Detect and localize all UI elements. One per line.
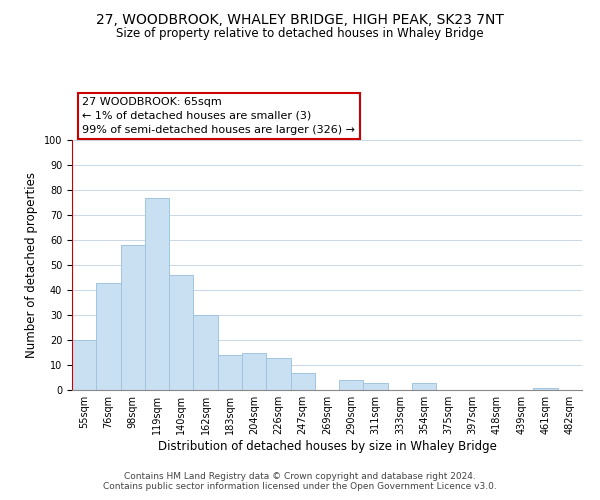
X-axis label: Distribution of detached houses by size in Whaley Bridge: Distribution of detached houses by size … bbox=[158, 440, 496, 453]
Text: Size of property relative to detached houses in Whaley Bridge: Size of property relative to detached ho… bbox=[116, 28, 484, 40]
Bar bbox=[339, 380, 364, 390]
Bar bbox=[412, 382, 436, 390]
Bar bbox=[193, 315, 218, 390]
Bar bbox=[290, 372, 315, 390]
Bar bbox=[96, 282, 121, 390]
Bar bbox=[364, 382, 388, 390]
Text: 27 WOODBROOK: 65sqm
← 1% of detached houses are smaller (3)
99% of semi-detached: 27 WOODBROOK: 65sqm ← 1% of detached hou… bbox=[82, 97, 355, 135]
Bar bbox=[266, 358, 290, 390]
Y-axis label: Number of detached properties: Number of detached properties bbox=[25, 172, 38, 358]
Bar bbox=[72, 340, 96, 390]
Bar bbox=[533, 388, 558, 390]
Text: Contains public sector information licensed under the Open Government Licence v3: Contains public sector information licen… bbox=[103, 482, 497, 491]
Bar bbox=[145, 198, 169, 390]
Text: 27, WOODBROOK, WHALEY BRIDGE, HIGH PEAK, SK23 7NT: 27, WOODBROOK, WHALEY BRIDGE, HIGH PEAK,… bbox=[96, 12, 504, 26]
Bar bbox=[121, 245, 145, 390]
Text: Contains HM Land Registry data © Crown copyright and database right 2024.: Contains HM Land Registry data © Crown c… bbox=[124, 472, 476, 481]
Bar bbox=[218, 355, 242, 390]
Bar bbox=[242, 352, 266, 390]
Bar bbox=[169, 275, 193, 390]
